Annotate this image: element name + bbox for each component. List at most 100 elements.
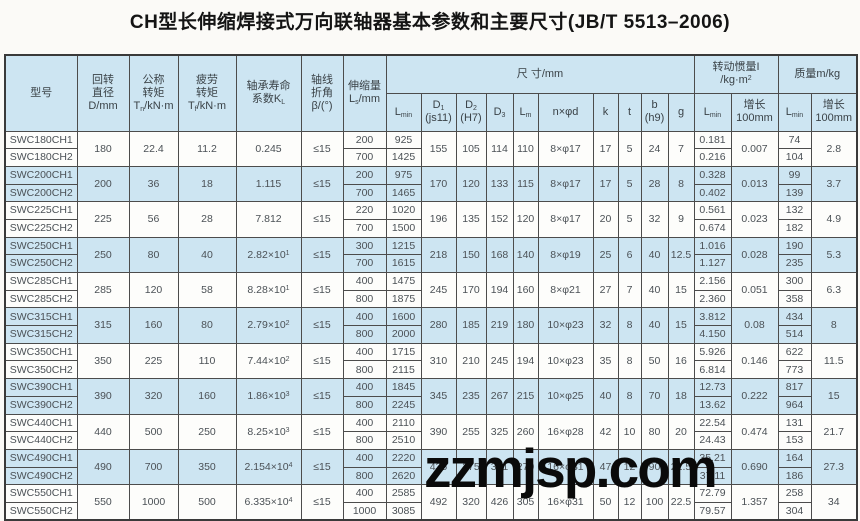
bolt-circle-cell: 16×φ31 (537, 448, 594, 486)
inertia-increase-cell: 0.146 (730, 342, 779, 380)
lm-cell: 115 (512, 165, 539, 203)
bolt-circle-cell: 10×φ23 (537, 307, 594, 344)
fatigue-torque-cell: 80 (177, 307, 237, 344)
model-cell: SWC200CH2 (4, 183, 78, 203)
d2-cell: 105 (455, 130, 487, 167)
inertia-lmin-cell: 4.150 (693, 325, 732, 344)
table-row: SWC550CH1 550 1000 500 6.335×104 ≤15 400 2585 49… (4, 484, 858, 521)
lm-cell: 110 (512, 130, 539, 167)
extension-cell: 800 (342, 466, 387, 486)
d2-cell: 275 (455, 448, 487, 486)
model-cell: SWC440CH1 (4, 413, 78, 433)
model-cell: SWC350CH1 (4, 342, 78, 362)
subcol-dim-6: k (592, 92, 619, 132)
mass-lmin-cell: 131 (777, 413, 812, 433)
mass-lmin-cell: 182 (777, 218, 812, 238)
inertia-increase-cell: 0.023 (730, 201, 779, 238)
mass-lmin-cell: 99 (777, 165, 812, 185)
b-cell: 24 (640, 130, 669, 167)
bearing-life-cell: 7.812 (235, 201, 302, 238)
inertia-lmin-cell: 72.79 (693, 484, 732, 503)
k-cell: 50 (592, 484, 619, 521)
d2-cell: 170 (455, 271, 487, 309)
subcol-dim-9: g (667, 92, 695, 132)
b-cell: 40 (640, 271, 669, 309)
extension-cell: 800 (342, 289, 387, 309)
k-cell: 17 (592, 165, 619, 203)
extension-cell: 400 (342, 413, 387, 433)
lmin-cell: 1215 (385, 236, 422, 256)
extension-cell: 400 (342, 307, 387, 327)
extension-cell: 800 (342, 431, 387, 450)
g-cell: 22.5 (667, 448, 695, 486)
g-cell: 12.5 (667, 236, 695, 274)
mass-increase-cell: 15 (810, 378, 858, 415)
lm-cell: 120 (512, 201, 539, 238)
angle-cell: ≤15 (300, 236, 344, 274)
g-cell: 18 (667, 378, 695, 415)
nominal-torque-cell: 320 (128, 378, 179, 415)
extension-cell: 700 (342, 148, 387, 167)
extension-cell: 700 (342, 254, 387, 273)
lmin-cell: 3085 (385, 501, 422, 521)
g-cell: 16 (667, 342, 695, 380)
d1-cell: 280 (420, 307, 457, 344)
subcol-mass-1: 增长 100mm (810, 92, 858, 132)
inertia-increase-cell: 0.013 (730, 165, 779, 203)
diameter-cell: 315 (76, 307, 130, 344)
extension-cell: 800 (342, 395, 387, 415)
table-row: SWC440CH1 440 500 250 8.25×103 ≤15 400 2110 390 2… (4, 413, 858, 450)
mass-lmin-cell: 235 (777, 254, 812, 273)
d3-cell: 245 (485, 342, 514, 380)
fatigue-torque-cell: 40 (177, 236, 237, 274)
subcol-mass-0: Lmin (777, 92, 812, 132)
subcol-dim-2: D2 (H7) (455, 92, 487, 132)
lmin-cell: 2115 (385, 360, 422, 380)
d1-cell: 245 (420, 271, 457, 309)
d2-cell: 255 (455, 413, 487, 450)
table-row: SWC200CH1 200 36 18 1.115 ≤15 200 975 170 120 133 1… (4, 165, 858, 203)
table-row: SWC315CH2 800 2000 4.150 514 (4, 325, 857, 344)
lmin-cell: 2585 (385, 484, 422, 503)
t-cell: 7 (617, 271, 642, 309)
table-row: SWC350CH2 800 2115 6.814 773 (4, 360, 857, 380)
mass-lmin-cell: 817 (777, 378, 812, 397)
model-cell: SWC350CH2 (4, 360, 78, 380)
inertia-lmin-cell: 1.016 (693, 236, 732, 256)
mass-lmin-cell: 74 (777, 130, 812, 150)
lmin-cell: 925 (385, 130, 422, 150)
t-cell: 5 (617, 201, 642, 238)
fatigue-torque-cell: 58 (177, 271, 237, 309)
k-cell: 17 (592, 130, 619, 167)
nominal-torque-cell: 36 (128, 165, 179, 203)
inertia-lmin-cell: 12.73 (693, 378, 732, 397)
colgroup-mass: 质量m/kg (777, 54, 858, 94)
table-row: SWC180CH2 700 1425 0.216 104 (4, 148, 857, 167)
model-cell: SWC250CH1 (4, 236, 78, 256)
model-cell: SWC225CH1 (4, 201, 78, 220)
inertia-increase-cell: 0.051 (730, 271, 779, 309)
d1-cell: 218 (420, 236, 457, 274)
b-cell: 50 (640, 342, 669, 380)
angle-cell: ≤15 (300, 130, 344, 167)
model-cell: SWC490CH1 (4, 448, 78, 468)
subcol-inertia-1: 增长 100mm (730, 92, 779, 132)
table-row: SWC180CH1 180 22.4 11.2 0.245 ≤15 200 925 155 105… (4, 130, 858, 167)
extension-cell: 200 (342, 130, 387, 150)
d2-cell: 320 (455, 484, 487, 521)
bearing-life-cell: 1.86×103 (235, 378, 302, 415)
bearing-life-cell: 6.335×104 (235, 484, 302, 521)
b-cell: 80 (640, 413, 669, 450)
b-cell: 40 (640, 236, 669, 274)
mass-lmin-cell: 153 (777, 431, 812, 450)
model-cell: SWC390CH1 (4, 378, 78, 397)
lm-cell: 140 (512, 236, 539, 274)
inertia-lmin-cell: 24.43 (693, 431, 732, 450)
inertia-lmin-cell: 0.674 (693, 218, 732, 238)
bolt-circle-cell: 8×φ17 (537, 165, 594, 203)
extension-cell: 700 (342, 218, 387, 238)
diameter-cell: 250 (76, 236, 130, 274)
extension-cell: 400 (342, 484, 387, 503)
table-row: SWC250CH2 700 1615 1.127 235 (4, 254, 857, 273)
inertia-lmin-cell: 2.360 (693, 289, 732, 309)
